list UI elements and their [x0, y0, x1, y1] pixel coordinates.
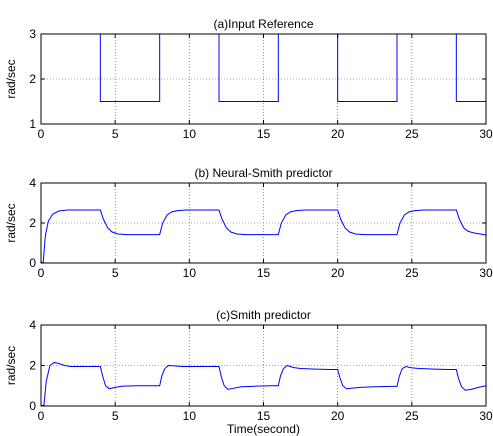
x-tick-label: 30	[479, 266, 493, 280]
chart-title-input-reference: (a)Input Reference	[213, 17, 313, 31]
series-line-neural-smith-predictor	[40, 209, 487, 264]
y-tick-label: 2	[29, 72, 36, 86]
y-tick-label: 0	[29, 256, 36, 270]
x-tick-label: 10	[183, 409, 197, 423]
y-tick-label: 2	[29, 216, 36, 230]
y-tick-label: 3	[29, 27, 36, 41]
x-tick-label: 20	[331, 127, 345, 141]
y-axis-label: rad/sec	[4, 346, 18, 385]
x-tick-label: 30	[479, 409, 493, 423]
x-tick-label: 15	[257, 266, 271, 280]
x-tick-label: 0	[38, 127, 45, 141]
x-tick-label: 20	[331, 409, 345, 423]
x-tick-label: 10	[183, 266, 197, 280]
y-tick-label: 1	[29, 117, 36, 131]
x-axis-label: Time(second)	[227, 422, 300, 436]
subplot-input-reference: 0 5 10 15 20 25 30 1 2 3 (a)Input Reference rad/sec	[4, 17, 493, 141]
x-tick-label: 15	[257, 409, 271, 423]
subplot-smith-predictor: 0 5 10 15 20 25 30 0 2 4 (c)Smith predictor rad/sec…	[4, 308, 493, 436]
x-tick-label: 10	[183, 127, 197, 141]
x-tick-label: 15	[257, 127, 271, 141]
x-tick-label: 20	[331, 266, 345, 280]
x-tick-label: 25	[405, 127, 419, 141]
y-tick-label: 2	[29, 359, 36, 373]
x-tick-label: 5	[112, 409, 119, 423]
x-tick-label: 0	[38, 409, 45, 423]
y-tick-label: 4	[29, 176, 36, 190]
chart-title-neural-smith-predictor: (b) Neural-Smith predictor	[194, 166, 332, 180]
x-tick-label: 25	[405, 266, 419, 280]
x-tick-label: 25	[405, 409, 419, 423]
x-tick-label: 5	[112, 266, 119, 280]
y-axis-label: rad/sec	[4, 59, 18, 98]
chart-title-smith-predictor: (c)Smith predictor	[216, 308, 311, 322]
y-tick-label: 0	[29, 399, 36, 413]
x-tick-label: 0	[38, 266, 45, 280]
subplot-neural-smith-predictor: 0 5 10 15 20 25 30 0 2 4 (b) Neural-Smith predicto…	[4, 166, 493, 280]
x-tick-label: 5	[112, 127, 119, 141]
y-axis-label: rad/sec	[4, 203, 18, 242]
series-line-smith-predictor	[40, 361, 487, 407]
x-tick-label: 30	[479, 127, 493, 141]
y-tick-label: 4	[29, 318, 36, 332]
